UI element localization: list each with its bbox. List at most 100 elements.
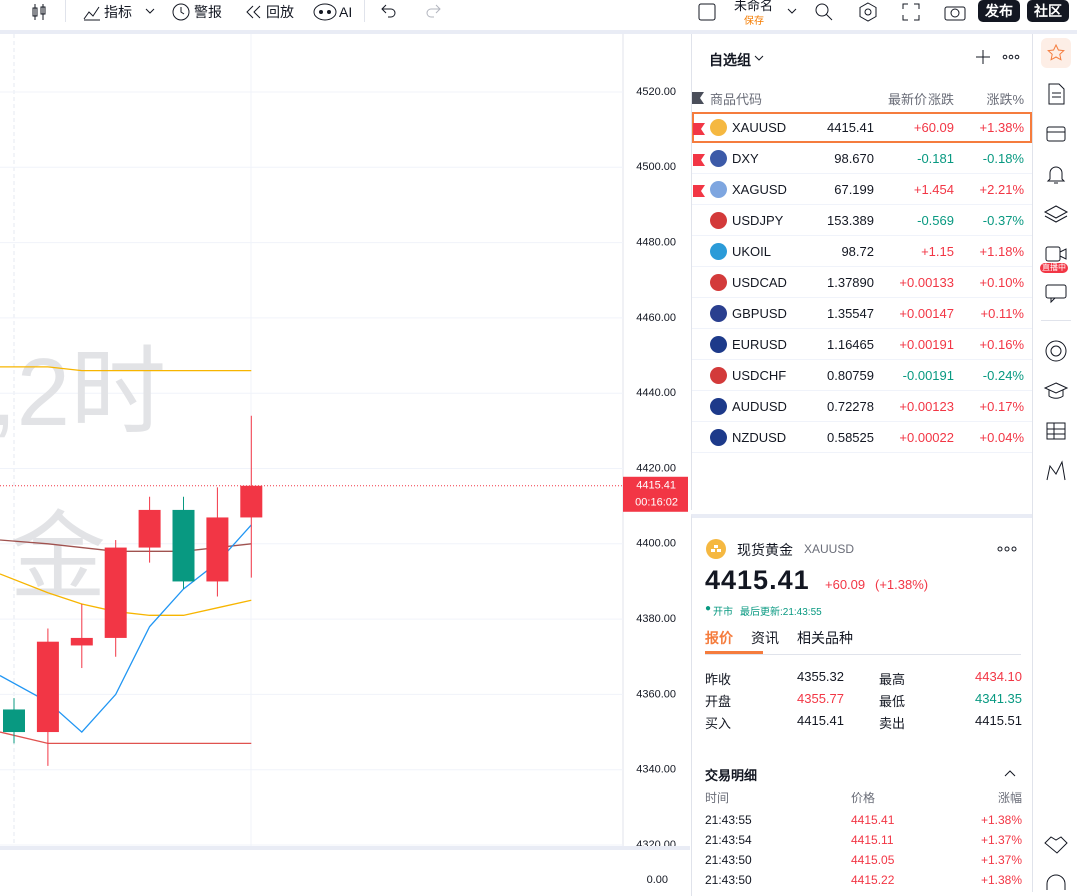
divider [1041,320,1071,321]
symbol: AUDUSD [732,399,787,414]
fullscreen-icon[interactable] [901,2,921,22]
trade-header: 价格 [851,791,876,805]
settings-icon[interactable] [857,1,879,23]
alert-bell-icon[interactable] [1045,163,1067,185]
snapshot-icon[interactable] [943,2,967,22]
watchlist-row[interactable] [692,422,1032,453]
symbol: XAGUSD [732,182,787,197]
row-flag[interactable] [693,184,705,202]
watchlist-row[interactable] [692,236,1032,267]
change-pct: -0.37% [982,213,1024,228]
indicator-line [0,573,252,616]
layout-name[interactable]: 未命名 [734,0,774,13]
watchlist-title[interactable]: 自选组 [709,52,751,68]
watchlist-row[interactable] [692,205,1032,236]
add-icon[interactable] [975,49,991,65]
price-chart[interactable]: 4520.00 4500.00 4480.00 4460.00 4440.00 4420.… [0,34,690,892]
candle-body [138,509,161,548]
change: +0.00133 [899,275,954,290]
price: 0.80759 [827,368,874,383]
chevron[interactable] [145,6,155,16]
replay-button[interactable]: 回放 [266,4,294,20]
watchlist-row[interactable] [692,298,1032,329]
candle-body [104,547,127,638]
symbol: UKOIL [732,244,772,259]
indicator-icon[interactable] [82,2,102,22]
ai-icon[interactable] [312,2,338,22]
search-icon[interactable] [813,1,835,23]
news-icon[interactable] [1046,83,1066,105]
change: -0.00191 [902,368,954,383]
row-flag[interactable] [693,122,705,140]
layout-checkbox[interactable] [697,2,717,22]
undo-icon[interactable] [380,3,398,19]
watchlist-icon[interactable] [1046,43,1066,63]
watchlist-row[interactable] [692,143,1032,174]
watchlist-row[interactable] [692,391,1032,422]
change: +0.00147 [899,306,954,321]
candle-body [206,517,229,582]
symbol-icon [710,305,727,322]
map-icon[interactable] [1044,460,1068,482]
symbol: XAUUSD [732,120,787,135]
stat-label: 昨收 [705,672,732,687]
handshake-icon[interactable] [1043,833,1069,857]
circle-icon[interactable] [1044,339,1068,363]
watchlist-row[interactable] [692,360,1032,391]
headset-icon[interactable] [1044,872,1068,892]
indicators-button[interactable]: 指标 [104,4,132,20]
watchlist-row[interactable] [692,174,1032,205]
stat-label: 最低 [879,694,906,709]
price: 153.389 [827,213,874,228]
change-pct: +0.11% [980,306,1025,321]
collapse-icon[interactable] [1004,769,1016,777]
table-icon[interactable] [1045,421,1067,441]
replay-icon[interactable] [244,3,264,21]
symbol-icon [710,336,727,353]
symbol-icon [710,429,727,446]
price-change: +60.09 [825,577,866,592]
watchlist-row[interactable] [692,267,1032,298]
trade-cell: 4415.22 [851,873,895,887]
stat-label: 卖出 [879,716,906,731]
publish-button[interactable]: 发布 [978,0,1020,22]
chat-icon[interactable] [1044,282,1068,304]
change: +0.00191 [899,337,954,352]
watermark: ,2时 [0,339,166,446]
last-price-label: 4415.41 [636,480,676,492]
community-button[interactable]: 社区 [1027,0,1069,22]
active-tab-underline [705,651,763,654]
layers-icon[interactable] [1043,204,1069,224]
watchlist-row[interactable] [692,329,1032,360]
y-tick-label: 4440.00 [636,387,676,399]
change: +1.454 [913,182,954,197]
calendar-icon[interactable] [1045,123,1067,143]
gold-icon [706,539,726,559]
save-status: 保存 [744,16,764,27]
alerts-button[interactable]: 警报 [194,4,222,20]
column-header: 涨跌 [927,92,954,107]
redo-icon[interactable] [424,3,442,19]
more-icon[interactable] [1002,54,1020,60]
more-icon[interactable] [997,546,1017,552]
symbol: EURUSD [732,337,787,352]
stat-value: 4355.32 [797,669,844,684]
y-tick-label: 4400.00 [636,538,676,550]
symbol: USDCAD [732,275,787,290]
symbol: NZDUSD [732,430,787,445]
chevron[interactable] [787,6,797,16]
tab: 资讯 [751,630,779,646]
ai-button[interactable]: AI [339,4,353,20]
tab: 相关品种 [797,630,853,646]
change: -0.569 [917,213,954,228]
symbol: DXY [732,151,759,166]
row-flag[interactable] [693,153,705,171]
learn-icon[interactable] [1043,381,1069,401]
live-icon[interactable] [1044,245,1068,263]
candle-icon[interactable] [30,2,48,22]
chevron[interactable] [754,53,764,63]
alert-icon[interactable] [170,1,192,23]
toolbar: 指标 警报 回放 AI 未命名 保存 发布 社区 [0,0,1077,34]
stat-value: 4355.77 [797,691,844,706]
